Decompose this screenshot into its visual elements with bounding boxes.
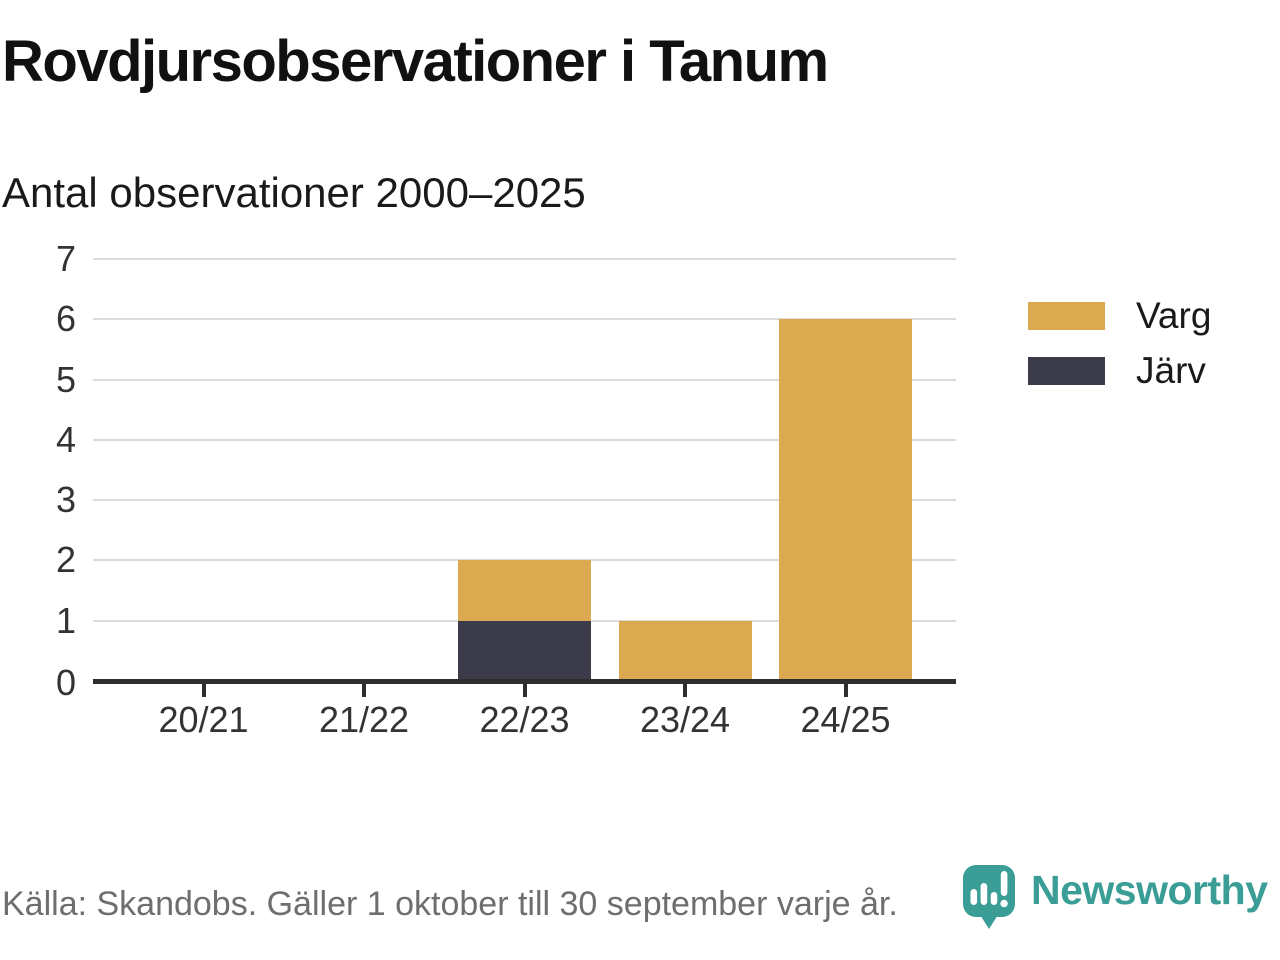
legend: Varg Järv: [1028, 297, 1211, 389]
x-tick-label-20/21: 20/21: [158, 699, 249, 740]
chart-subtitle: Antal observationer 2000–2025: [2, 169, 586, 216]
legend-label: Varg: [1136, 295, 1212, 336]
gridline-y3: [93, 499, 956, 502]
gridline-y6: [93, 318, 956, 321]
x-tick-label-21/22: 21/22: [318, 699, 410, 740]
newsworthy-bubble-chart-icon: [962, 864, 1016, 935]
x-tick-21/22: [362, 684, 366, 697]
chart-title: Rovdjursobservationer i Tanum: [2, 29, 829, 94]
bar-segment-varg-23/24: [618, 620, 752, 681]
y-tick-label: 0: [55, 661, 76, 703]
y-tick-label: 3: [55, 479, 76, 521]
x-tick-20/21: [201, 684, 206, 697]
gridline-y4: [93, 438, 956, 441]
y-tick-label: 6: [55, 298, 76, 340]
newsworthy-logo[interactable]: Newsworthy: [962, 864, 1268, 935]
x-tick-22/23: [522, 684, 527, 697]
gridline-y5: [93, 378, 956, 381]
bar-segment-varg-22/23: [458, 560, 591, 621]
legend-label: Järv: [1136, 350, 1206, 391]
bar-segment-järv-22/23: [458, 620, 591, 681]
x-tick-24/25: [843, 684, 848, 697]
x-tick-23/24: [683, 684, 687, 697]
source-note: Källa: Skandobs. Gäller 1 oktober till 3…: [2, 885, 898, 923]
y-tick-label: 2: [55, 539, 76, 581]
x-tick-label-22/23: 22/23: [479, 699, 570, 740]
bar-segment-varg-24/25: [779, 319, 912, 681]
y-tick-label: 7: [55, 238, 76, 279]
x-tick-label-24/25: 24/25: [800, 699, 891, 740]
gridline-y7: [93, 258, 956, 260]
x-tick-label-23/24: 23/24: [639, 699, 731, 740]
legend-item-järv: Järv: [1028, 352, 1211, 389]
legend-swatch-järv: [1028, 356, 1105, 385]
legend-item-varg: Varg: [1028, 297, 1211, 334]
newsworthy-wordmark: Newsworthy: [1031, 867, 1268, 913]
legend-swatch-varg: [1028, 301, 1105, 330]
x-axis-line: [93, 678, 956, 684]
y-tick-label: 4: [55, 418, 76, 460]
y-tick-label: 5: [55, 358, 76, 400]
y-tick-label: 1: [55, 599, 76, 641]
